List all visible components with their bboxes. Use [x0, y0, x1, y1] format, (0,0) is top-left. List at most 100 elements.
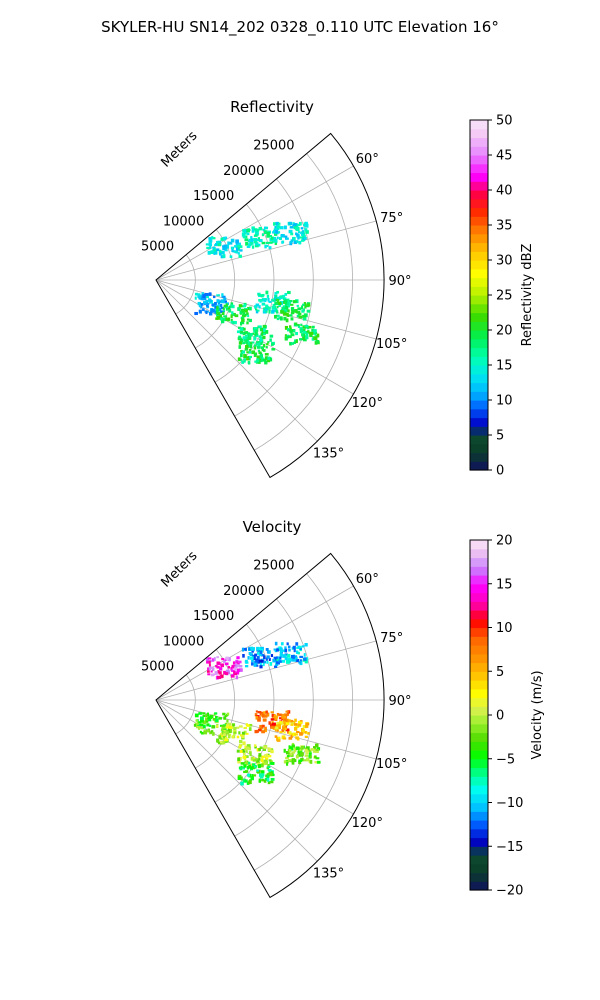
velocity-colorbar-swatch [470, 811, 488, 821]
reflectivity-echo-pixel [214, 305, 217, 309]
velocity-echo-pixel [198, 721, 202, 724]
reflectivity-colorbar-swatch [470, 365, 488, 375]
velocity-echo-pixel [222, 725, 225, 728]
velocity-radial-tick-label: 15000 [193, 609, 234, 624]
velocity-echo-pixel [260, 653, 265, 657]
reflectivity-echo-pixel [292, 300, 296, 304]
reflectivity-echo-pixel [235, 247, 239, 251]
reflectivity-echo-pixel [222, 247, 225, 251]
reflectivity-colorbar-swatch [470, 268, 488, 279]
velocity-colorbar-tick-label: 15 [496, 577, 513, 592]
velocity-echo-pixel [224, 714, 228, 718]
velocity-echo-pixel [271, 773, 275, 777]
velocity-echo-pixel [217, 675, 222, 680]
velocity-echo-pixel [285, 728, 290, 732]
reflectivity-echo-pixel [295, 339, 298, 344]
velocity-echo-pixel [280, 650, 283, 654]
figure-suptitle: SKYLER-HU SN14_202 0328_0.110 UTC Elevat… [101, 18, 499, 37]
reflectivity-echo-pixel [248, 318, 252, 323]
reflectivity-echo-pixel [247, 314, 250, 318]
velocity-echo-pixel [264, 761, 267, 766]
velocity-echo-pixel [206, 712, 209, 717]
reflectivity-echo-cluster [272, 221, 309, 246]
reflectivity-echo-pixel [250, 238, 254, 243]
velocity-echo-pixel [245, 755, 249, 758]
velocity-echo-pixel [262, 718, 267, 722]
reflectivity-radial-tick-label: 5000 [141, 240, 174, 255]
velocity-echo-pixel [239, 750, 243, 753]
reflectivity-echo-pixel [275, 221, 280, 226]
velocity-echo-pixel [265, 648, 269, 651]
reflectivity-echo-pixel [198, 304, 201, 308]
velocity-echo-pixel [255, 710, 258, 713]
reflectivity-echo-pixel [287, 290, 291, 295]
velocity-echo-pixel [299, 748, 302, 752]
reflectivity-echo-pixel [259, 340, 262, 343]
velocity-echo-pixel [310, 748, 315, 751]
velocity-echo-pixel [221, 725, 226, 729]
velocity-angle-tick-label: 90° [388, 694, 411, 709]
velocity-echo-pixel [205, 714, 208, 718]
reflectivity-range-ring-4 [254, 153, 353, 451]
velocity-echo-pixel [250, 756, 254, 761]
reflectivity-echo-pixel [239, 310, 243, 315]
reflectivity-echo-pixel [228, 309, 232, 313]
reflectivity-echo-pixel [313, 336, 318, 341]
velocity-echo-pixel [216, 661, 220, 665]
velocity-echo-pixel [293, 659, 297, 662]
reflectivity-echo-pixel [234, 314, 239, 318]
velocity-colorbar-swatch [470, 706, 488, 716]
velocity-echo-pixel [236, 668, 240, 673]
reflectivity-echo-pixel [290, 342, 294, 345]
reflectivity-echo-pixel [294, 322, 298, 326]
reflectivity-echo-pixel [295, 227, 299, 231]
reflectivity-echo-pixel [222, 245, 226, 248]
reflectivity-echo-pixel [302, 336, 306, 341]
velocity-echo-pixel [316, 747, 321, 751]
reflectivity-echo-pixel [248, 348, 252, 351]
velocity-echo-pixel [251, 649, 254, 653]
reflectivity-colorbar-swatch [470, 303, 488, 314]
reflectivity-echo-pixel [240, 329, 243, 334]
reflectivity-echo-pixel [257, 309, 260, 312]
velocity-echo-pixel [219, 667, 223, 671]
reflectivity-colorbar-swatch [470, 198, 488, 209]
reflectivity-echo-pixel [298, 315, 303, 319]
reflectivity-echo-pixel [302, 317, 307, 321]
reflectivity-echo-pixel [296, 233, 299, 236]
reflectivity-echo-pixel [260, 342, 263, 345]
reflectivity-colorbar-swatch [470, 382, 488, 392]
reflectivity-echo-pixel [246, 358, 250, 361]
reflectivity-echo-pixel [307, 325, 312, 329]
reflectivity-echo-pixel [257, 237, 260, 241]
reflectivity-echo-pixel [289, 314, 293, 317]
reflectivity-echo-pixel [211, 237, 216, 240]
velocity-echo-pixel [247, 656, 250, 660]
reflectivity-echo-pixel [314, 341, 318, 345]
velocity-echo-pixel [258, 756, 261, 761]
velocity-colorbar-label: Velocity (m/s) [530, 670, 545, 759]
velocity-echo-pixel [231, 735, 235, 739]
velocity-echo-pixel [304, 754, 309, 757]
velocity-echo-pixel [226, 712, 230, 716]
reflectivity-echo-pixel [311, 328, 315, 332]
reflectivity-echo-pixel [194, 292, 198, 296]
reflectivity-echo-pixel [265, 226, 269, 230]
velocity-echo-pixel [303, 653, 306, 657]
reflectivity-echo-pixel [255, 343, 260, 346]
reflectivity-echo-pixel [220, 255, 224, 259]
reflectivity-colorbar-swatch [470, 163, 488, 174]
reflectivity-echo-pixel [232, 250, 236, 253]
velocity-echo-pixel [270, 718, 275, 721]
velocity-echo-pixel [213, 657, 216, 661]
reflectivity-echo-pixel [245, 331, 249, 334]
reflectivity-echo-pixel [271, 298, 274, 302]
reflectivity-echo-pixel [292, 223, 296, 227]
velocity-echo-pixel [277, 723, 281, 727]
velocity-title: Velocity [243, 518, 302, 536]
reflectivity-echo-pixel [262, 324, 267, 328]
reflectivity-echo-pixel [297, 231, 301, 234]
velocity-echo-pixel [225, 656, 230, 660]
velocity-echo-pixel [266, 655, 270, 659]
velocity-echo-pixel [257, 764, 261, 769]
